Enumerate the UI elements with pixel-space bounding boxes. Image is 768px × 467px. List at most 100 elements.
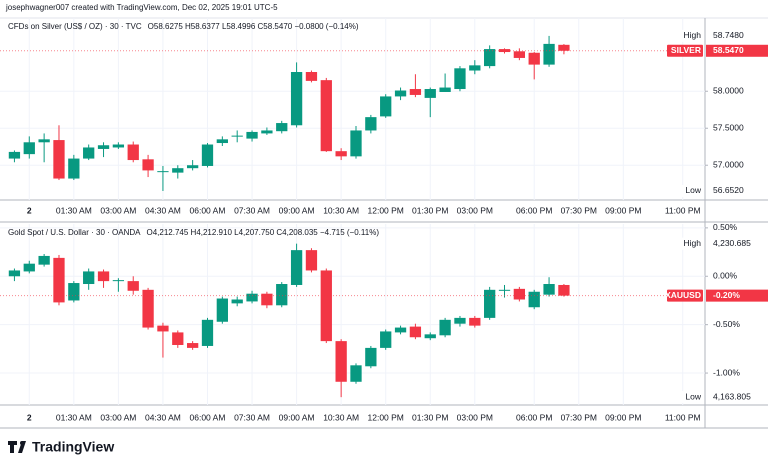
candle-body: [261, 130, 273, 134]
y-tick-label: 57.0000: [713, 159, 744, 169]
marker-name-box: [679, 184, 703, 197]
marker-value-box: [706, 289, 768, 302]
candle-body: [112, 144, 125, 148]
candle-body: [231, 135, 243, 137]
x-tick-label: 10:30 AM: [323, 412, 359, 422]
candle-body: [528, 291, 540, 308]
candle-body: [172, 332, 184, 345]
candle-body: [142, 159, 154, 171]
marker-name-box: [667, 289, 703, 302]
chart-title: CFDs on Silver (US$ / OZ) · 30 · TVC: [8, 22, 142, 31]
candle-body: [513, 288, 526, 300]
candle-body: [305, 72, 318, 81]
candle-body: [246, 131, 258, 139]
candle-body: [112, 280, 125, 282]
marker-value: 56.6520: [713, 185, 744, 195]
candle-body: [454, 317, 466, 324]
candle-body: [439, 319, 451, 336]
candle-body: [68, 283, 80, 301]
pane: 57.0000 57.5000 58.0000 2 01:30 AM 03:00 AM 04…: [0, 18, 768, 215]
candle-body: [186, 343, 199, 348]
marker-value: 4,163.805: [713, 391, 751, 401]
y-tick-label: 0.50%: [713, 222, 738, 232]
x-tick-label: 09:00 AM: [279, 412, 315, 422]
chart-legend: Gold Spot / U.S. Dollar · 30 · OANDA O4,2…: [8, 228, 379, 237]
candle-body: [97, 271, 110, 282]
candle-body: [38, 139, 50, 143]
candle-body: [201, 319, 214, 346]
marker-name-box: [679, 391, 703, 403]
x-tick-label: 06:00 PM: [516, 205, 552, 215]
x-tick-label: 04:30 AM: [145, 412, 181, 422]
marker-value: 4,230.685: [713, 238, 751, 248]
candle-body: [365, 347, 377, 367]
candle-body: [350, 365, 362, 382]
candle-body: [83, 147, 95, 159]
y-tick-label: -1.00%: [713, 367, 740, 377]
x-tick-label: 06:00 AM: [190, 412, 226, 422]
candle-body: [186, 165, 199, 169]
candle-body: [558, 284, 570, 296]
candle-body: [172, 168, 184, 173]
marker-value: 58.7480: [713, 30, 744, 40]
x-tick-label: 12:00 PM: [368, 205, 404, 215]
y-tick-label: 57.5000: [713, 122, 744, 132]
x-tick-label: 09:00 PM: [605, 412, 641, 422]
logo-icon: [20, 441, 24, 445]
x-tick-label: 09:00 PM: [605, 205, 641, 215]
candle-body: [157, 171, 169, 173]
marker-value-box: [706, 391, 768, 403]
ohlc-values: O58.6275 H58.6377 L58.4996 C58.5470 −0.0…: [148, 22, 359, 31]
candle-body: [498, 289, 511, 291]
marker-name-box: [679, 29, 703, 42]
candle-body: [127, 281, 139, 291]
x-tick-label: 04:30 AM: [145, 205, 181, 215]
marker-name: Low: [685, 391, 701, 401]
marker-name: XAUUSD: [665, 290, 701, 300]
candle-body: [216, 298, 228, 322]
candle-body: [543, 284, 555, 295]
candle-body: [380, 96, 392, 117]
candle-body: [142, 289, 154, 328]
candle-body: [424, 89, 436, 98]
x-tick-label: 09:00 AM: [279, 205, 315, 215]
marker-name: Low: [685, 185, 701, 195]
candle-body: [380, 331, 392, 348]
marker-name: High: [684, 30, 702, 40]
candle-body: [484, 289, 496, 318]
candle-body: [469, 317, 481, 326]
marker-value-box: [706, 237, 768, 250]
marker-name-box: [679, 237, 703, 250]
candle-body: [290, 250, 303, 285]
x-tick-label: 01:30 PM: [412, 205, 448, 215]
x-tick-label: 06:00 PM: [516, 412, 552, 422]
marker-name: High: [684, 238, 702, 248]
candle-body: [157, 325, 169, 332]
y-tick-label: 0.00%: [713, 271, 738, 281]
x-tick-label: 07:30 AM: [234, 205, 270, 215]
candle-body: [8, 151, 21, 159]
header-text: josephwagner007 created with TradingView…: [5, 3, 278, 12]
x-tick-label: 03:00 AM: [100, 412, 136, 422]
candle-body: [305, 250, 318, 271]
x-tick-label: 03:00 PM: [457, 205, 493, 215]
x-tick-label: 03:00 PM: [457, 412, 493, 422]
candle-body: [276, 123, 288, 132]
candle-body: [528, 52, 540, 65]
logo-text: TradingView: [32, 439, 114, 455]
x-tick-label: 06:00 AM: [190, 205, 226, 215]
candle-body: [246, 293, 258, 302]
marker-value-box: [706, 184, 768, 197]
ohlc-values: O4,212.745 H4,212.910 L4,207.750 C4,208.…: [147, 228, 380, 237]
x-tick-label: 2: [27, 412, 32, 422]
marker-name: SILVER: [671, 45, 701, 55]
candle-body: [8, 270, 21, 277]
candle-body: [53, 140, 65, 179]
candle-body: [127, 144, 139, 161]
x-tick-label: 11:00 PM: [665, 205, 701, 215]
candle-body: [513, 51, 526, 58]
marker-name-box: [667, 44, 703, 57]
candle-body: [394, 90, 407, 97]
candle-body: [320, 80, 332, 152]
